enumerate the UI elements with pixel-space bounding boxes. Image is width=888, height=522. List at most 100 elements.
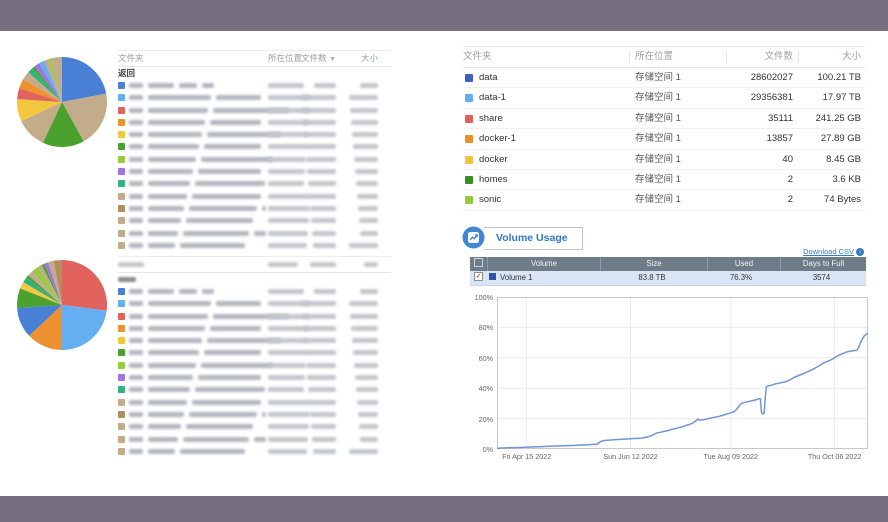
blurred-folder-row[interactable] <box>118 141 391 153</box>
blurred-folder-row[interactable] <box>118 92 391 104</box>
pie-slice[interactable] <box>42 102 84 148</box>
blurred-folder-row[interactable] <box>118 409 391 421</box>
col-files[interactable]: 文件数 ▼ <box>301 53 336 63</box>
pie-slice[interactable] <box>37 264 62 305</box>
pie-slice[interactable] <box>44 59 62 102</box>
blurred-folder-row[interactable] <box>118 203 391 215</box>
blurred-text <box>148 107 208 113</box>
pie-slice[interactable] <box>48 260 62 305</box>
blurred-folder-row[interactable] <box>118 360 391 372</box>
folder-size: 3.6 KB <box>832 173 861 185</box>
blurred-folder-row[interactable] <box>118 372 391 384</box>
blurred-folder-row[interactable] <box>118 434 391 446</box>
folders-pie-top[interactable] <box>16 56 108 148</box>
blurred-folder-row[interactable] <box>118 335 391 347</box>
pie-slice[interactable] <box>62 57 107 102</box>
pie-slice[interactable] <box>21 102 63 143</box>
pie-slice[interactable] <box>48 58 62 102</box>
volume-usage-line-chart[interactable] <box>497 297 868 449</box>
blurred-folder-row[interactable] <box>118 384 391 396</box>
pie-slice[interactable] <box>41 263 62 305</box>
pie-slice[interactable] <box>20 282 62 305</box>
pie-slice[interactable] <box>29 305 62 350</box>
pie-slice[interactable] <box>17 99 62 122</box>
folder-row[interactable]: data 存储空间 1 28602027 100.21 TB <box>463 68 865 89</box>
pie-slice[interactable] <box>17 88 62 102</box>
folder-row[interactable]: homes 存储空间 1 2 3.6 KB <box>463 170 865 191</box>
window-frame-bottom <box>0 496 888 522</box>
blurred-value <box>353 350 378 356</box>
blurred-folder-row[interactable] <box>118 446 391 458</box>
folder-row[interactable]: sonic 存储空间 1 2 74 Bytes <box>463 190 865 211</box>
pie-slice[interactable] <box>44 262 62 305</box>
pie-slice[interactable] <box>62 93 107 142</box>
pie-slice[interactable] <box>32 267 62 305</box>
col-size[interactable]: 大小 <box>360 53 378 63</box>
blurred-folder-row[interactable] <box>118 397 391 409</box>
blurred-folder-row[interactable] <box>118 323 391 335</box>
download-csv-link[interactable]: Download CSV ↓ <box>803 247 864 257</box>
folder-row[interactable]: data-1 存储空间 1 29356381 17.97 TB <box>463 88 865 109</box>
folder-file-count: 2 <box>787 173 793 185</box>
blurred-text <box>207 132 281 138</box>
blurred-text <box>216 95 261 101</box>
pie-slice[interactable] <box>23 277 62 305</box>
blurred-text <box>129 448 143 454</box>
col-location[interactable]: 所在位置 <box>268 53 303 63</box>
col-size[interactable]: 大小 <box>841 51 861 62</box>
blurred-folder-row[interactable] <box>118 117 391 129</box>
pie-slice[interactable] <box>32 66 62 102</box>
blurred-text <box>148 95 211 101</box>
pie-slice[interactable] <box>17 305 62 336</box>
col-used[interactable]: Used <box>707 257 780 271</box>
pie-slice[interactable] <box>19 79 62 102</box>
blurred-folder-row[interactable] <box>118 154 391 166</box>
blurred-folder-row[interactable] <box>118 286 391 298</box>
volume-color-swatch <box>489 272 496 280</box>
select-all-checkbox[interactable] <box>470 257 487 271</box>
blurred-folder-row[interactable] <box>118 129 391 141</box>
blurred-folder-row[interactable] <box>118 347 391 359</box>
folder-row[interactable]: share 存储空间 1 35111 241.25 GB <box>463 109 865 130</box>
blurred-folder-row[interactable] <box>118 228 391 240</box>
pie-slice[interactable] <box>53 260 62 305</box>
col-size[interactable]: Size <box>600 257 707 271</box>
col-location[interactable]: 所在位置 <box>635 51 674 62</box>
pie-slice[interactable] <box>34 63 62 102</box>
blurred-folder-row[interactable] <box>118 215 391 227</box>
blurred-folder-row[interactable] <box>118 178 391 190</box>
folder-row[interactable]: docker 存储空间 1 40 8.45 GB <box>463 150 865 170</box>
col-folder[interactable]: 文件夹 <box>463 51 492 62</box>
col-volume[interactable]: Volume <box>487 257 600 271</box>
volume-row[interactable]: ✓ Volume 1 83.8 TB 76.3% 3574 <box>470 270 866 286</box>
blurred-folder-row[interactable] <box>118 80 391 92</box>
col-files[interactable]: 文件数 <box>764 51 793 62</box>
blurred-folder-row[interactable] <box>118 240 391 252</box>
blurred-value <box>357 193 378 199</box>
blurred-folder-row[interactable] <box>118 105 391 117</box>
back-row[interactable]: 返回 <box>118 68 136 78</box>
blurred-folder-row[interactable] <box>118 421 391 433</box>
folders-pie-bottom[interactable] <box>16 259 108 351</box>
blurred-folder-row[interactable] <box>118 311 391 323</box>
pie-slice[interactable] <box>39 60 62 102</box>
pie-slice[interactable] <box>62 305 107 350</box>
blurred-value <box>349 301 378 307</box>
pie-slice[interactable] <box>23 72 62 102</box>
blurred-text <box>148 399 187 405</box>
back-row[interactable] <box>118 273 391 286</box>
folder-row[interactable]: docker-1 存储空间 1 13857 27.89 GB <box>463 129 865 150</box>
blurred-folder-row[interactable] <box>118 191 391 203</box>
blurred-folder-row[interactable] <box>118 166 391 178</box>
col-folder[interactable]: 文件夹 <box>118 53 144 63</box>
pie-slice[interactable] <box>17 288 62 308</box>
pie-slice[interactable] <box>28 271 62 305</box>
pie-slice[interactable] <box>26 275 62 305</box>
pie-slice[interactable] <box>28 68 62 102</box>
pie-slice[interactable] <box>50 56 62 102</box>
blurred-folder-row[interactable] <box>118 298 391 310</box>
volume-checkbox[interactable]: ✓ <box>474 271 483 281</box>
folder-size: 100.21 TB <box>817 72 861 83</box>
col-days-to-full[interactable]: Days to Full <box>780 257 866 271</box>
pie-slice[interactable] <box>62 260 108 311</box>
